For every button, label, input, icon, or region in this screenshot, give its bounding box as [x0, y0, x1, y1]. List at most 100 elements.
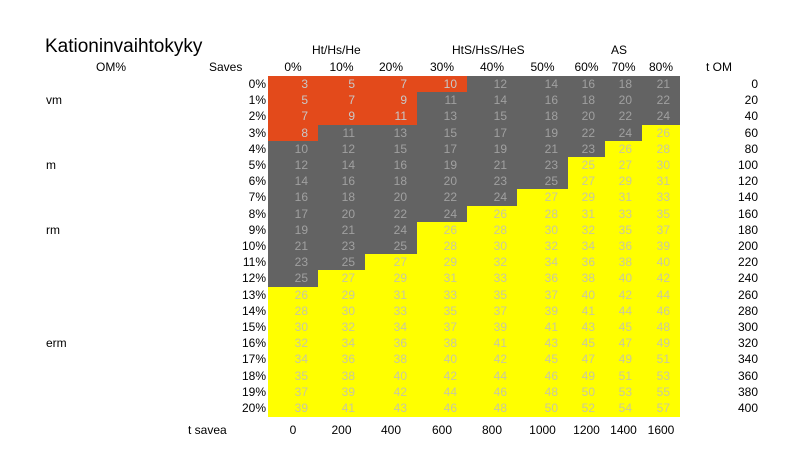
heatmap-cell: 49 — [568, 367, 605, 385]
t-om-value: 80 — [744, 141, 758, 156]
heatmap-cell: 30 — [467, 238, 517, 255]
heatmap-cell: 3 — [268, 76, 318, 93]
heatmap-cell: 15 — [417, 124, 467, 142]
heatmap-cell: 22 — [568, 124, 605, 142]
heatmap-cell: 38 — [568, 270, 605, 288]
t-om-value: 400 — [737, 401, 758, 415]
heatmap-cell: 12 — [318, 140, 365, 158]
t-om-value: 200 — [737, 239, 758, 253]
heatmap-cell: 23 — [568, 140, 605, 158]
heatmap-cell: 34 — [517, 254, 568, 271]
heatmap-cell: 19 — [517, 124, 568, 142]
heatmap-cell: 34 — [268, 351, 318, 369]
heatmap-cell: 46 — [467, 383, 517, 401]
heatmap-cell: 21 — [517, 140, 568, 158]
heatmap-cell: 12 — [467, 76, 517, 93]
heatmap-cell: 40 — [605, 270, 642, 288]
heatmap-cell: 33 — [467, 270, 517, 288]
heatmap-cell: 10 — [268, 140, 318, 158]
column-header: 40% — [480, 60, 505, 74]
heatmap-cell: 32 — [517, 238, 568, 255]
heatmap-cell: 32 — [318, 319, 365, 336]
heatmap-cell: 50 — [568, 383, 605, 401]
heatmap-cell: 31 — [365, 286, 417, 304]
heatmap-cell: 7 — [318, 92, 365, 109]
heatmap-cell: 42 — [365, 383, 417, 401]
heatmap-cell: 53 — [642, 367, 680, 385]
heatmap-cell: 31 — [417, 270, 467, 288]
row-label: 18% — [241, 368, 266, 383]
heatmap-cell: 17 — [467, 124, 517, 142]
heatmap-cell: 30 — [517, 221, 568, 239]
heatmap-cell: 14 — [467, 92, 517, 109]
heatmap-cell: 20 — [605, 92, 642, 109]
heatmap-cell: 16 — [268, 189, 318, 207]
heatmap-cell: 43 — [517, 335, 568, 352]
t-om-value: 120 — [737, 174, 758, 189]
heatmap-cell: 42 — [642, 270, 680, 288]
column-header: 10% — [329, 60, 354, 74]
heatmap-cell: 18 — [605, 76, 642, 93]
row-label: 12% — [241, 271, 266, 286]
bottom-value: 1600 — [647, 423, 675, 437]
heatmap-cell: 41 — [517, 319, 568, 336]
row-label: 11% — [242, 255, 266, 270]
heatmap-cell: 29 — [605, 173, 642, 190]
heatmap-cell: 39 — [318, 383, 365, 401]
heatmap-cell: 16 — [318, 173, 365, 190]
heatmap-cell: 22 — [417, 189, 467, 207]
heatmap-cell: 5 — [318, 76, 365, 93]
heatmap-cell: 26 — [642, 124, 680, 142]
heatmap-cell: 40 — [417, 351, 467, 369]
t-om-value: 180 — [737, 222, 758, 237]
heatmap-cell: 34 — [365, 319, 417, 336]
class-label: vm — [46, 93, 62, 108]
column-header: 30% — [430, 60, 455, 74]
row-label: 17% — [241, 352, 266, 367]
heatmap-cell: 42 — [605, 286, 642, 304]
row-label: 5% — [248, 158, 266, 172]
heatmap-cell: 32 — [268, 335, 318, 352]
heatmap-cell: 41 — [568, 302, 605, 320]
heatmap-cell: 23 — [268, 254, 318, 271]
heatmap-cell: 20 — [417, 173, 467, 190]
t-om-value: 160 — [737, 206, 758, 221]
bottom-value: 200 — [331, 423, 352, 437]
heatmap-cell: 53 — [605, 383, 642, 401]
t-om-value: 60 — [744, 125, 758, 140]
saves-header: Saves — [209, 60, 243, 74]
heatmap-cell: 40 — [642, 254, 680, 271]
row-label: 16% — [241, 336, 266, 351]
heatmap-cell: 33 — [605, 205, 642, 223]
heatmap-cell: 12 — [268, 157, 318, 174]
row-label: 9% — [248, 222, 266, 237]
heatmap-cell: 28 — [642, 140, 680, 158]
heatmap-cell: 25 — [268, 270, 318, 288]
heatmap-cell: 38 — [365, 351, 417, 369]
heatmap-cell: 29 — [568, 189, 605, 207]
heatmap-cell: 37 — [642, 221, 680, 239]
heatmap-cell: 57 — [642, 400, 680, 417]
heatmap-cell: 27 — [318, 270, 365, 288]
heatmap-cell: 19 — [467, 140, 517, 158]
heatmap-cell: 47 — [568, 351, 605, 369]
heatmap-cell: 21 — [268, 238, 318, 255]
class-label: rm — [46, 222, 60, 237]
class-label: m — [46, 158, 56, 172]
heatmap-cell: 40 — [568, 286, 605, 304]
group-label-as: AS — [611, 43, 628, 57]
heatmap-cell: 35 — [467, 286, 517, 304]
heatmap-cell: 11 — [318, 124, 365, 142]
t-om-value: 240 — [737, 271, 758, 286]
t-om-value: 220 — [737, 255, 758, 270]
bottom-value: 800 — [481, 423, 503, 437]
heatmap-cell: 27 — [365, 254, 417, 271]
heatmap-cell: 14 — [318, 157, 365, 174]
heatmap-cell: 17 — [417, 140, 467, 158]
heatmap-cell: 25 — [318, 254, 365, 271]
heatmap-cell: 23 — [318, 238, 365, 255]
heatmap-cell: 19 — [417, 157, 467, 174]
heatmap-cell: 44 — [467, 367, 517, 385]
heatmap-cell: 30 — [318, 302, 365, 320]
heatmap-cell: 14 — [268, 173, 318, 190]
